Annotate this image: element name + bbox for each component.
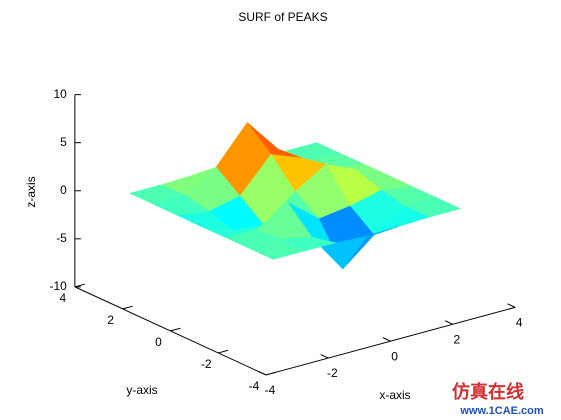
watermark: 仿真在线: [452, 381, 524, 402]
z-tick-label: -10: [50, 279, 68, 293]
x-tick: [320, 354, 329, 359]
x-tick: [507, 303, 516, 308]
z-tick-label: 10: [54, 87, 68, 101]
chart-title: SURF of PEAKS: [238, 10, 327, 24]
x-tick-label: 2: [454, 332, 461, 346]
x-tick: [382, 337, 391, 342]
y-tick: [265, 371, 277, 376]
y-tick-label: -2: [201, 357, 212, 371]
x-tick: [444, 320, 454, 325]
x-axis-label: x-axis: [379, 388, 410, 402]
x-tick-label: -2: [327, 366, 338, 380]
y-tick: [218, 349, 229, 354]
y-tick: [170, 327, 181, 332]
surface-face: [249, 239, 305, 260]
x-tick-label: 0: [391, 349, 398, 363]
z-tick-label: 5: [60, 135, 67, 149]
z-tick-label: -5: [56, 231, 67, 245]
y-tick-label: 2: [107, 313, 114, 327]
y-tick-label: 4: [60, 291, 67, 305]
y-tick: [122, 305, 133, 310]
y-axis-label: y-axis: [126, 383, 157, 397]
y-axis-line: [74, 286, 267, 376]
watermark-url: www.1CAE.com: [459, 405, 544, 417]
y-tick-label: -4: [249, 379, 260, 393]
x-tick-label: 4: [516, 316, 523, 330]
x-axis-line: [265, 306, 516, 376]
z-tick-label: 0: [60, 183, 67, 197]
x-tick: [258, 370, 267, 376]
x-tick-label: -4: [265, 383, 276, 397]
z-axis-label: z-axis: [24, 176, 38, 207]
y-tick-label: 0: [155, 335, 162, 349]
